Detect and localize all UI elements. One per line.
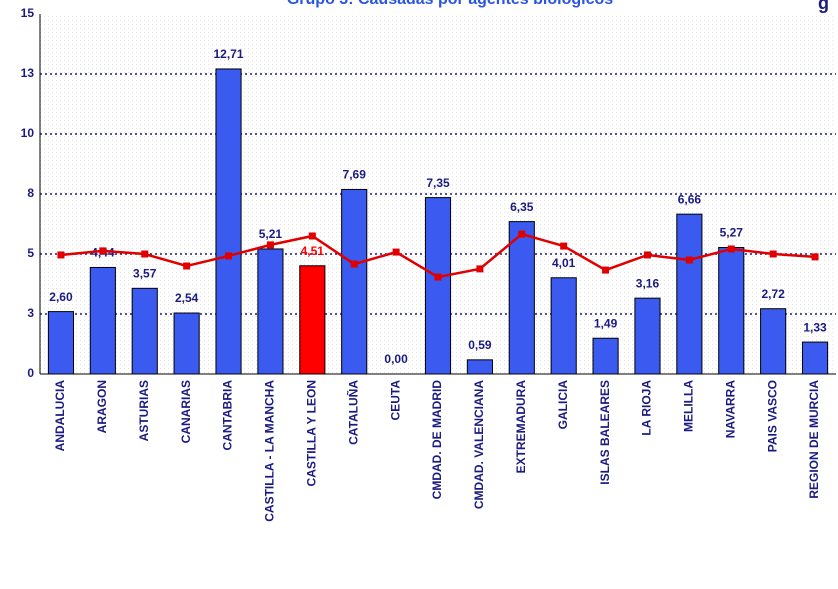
data-label: 0,59 [468,338,492,352]
data-label: 2,72 [761,287,785,301]
y-tick-label: 0 [27,366,34,380]
x-tick-label: CASTILLA Y LEON [304,380,318,486]
bar [760,308,787,375]
data-label: 4,51 [301,244,325,258]
line-marker [266,241,274,249]
x-tick-label: CANARIAS [179,380,193,443]
line-marker [518,230,526,238]
x-tick-label: CANTABRIA [221,380,235,451]
data-label: 1,49 [594,316,618,330]
x-tick-label: CMDAD. DE MADRID [430,380,444,500]
line-marker [602,266,610,274]
line-marker [308,232,316,240]
bar [676,213,703,375]
bar [341,188,368,375]
x-tick-label: CASTILLA - LA MANCHA [263,380,277,522]
data-label: 5,21 [259,227,283,241]
x-tick-label: ISLAS BALEARES [598,380,612,485]
data-label: 3,16 [636,276,660,290]
x-tick-label: EXTREMADURA [514,380,528,474]
line-marker [685,256,693,264]
line-marker [99,247,107,255]
x-tick-label: NAVARRA [723,380,737,439]
x-tick-label: ARAGON [95,380,109,433]
line-marker [350,260,358,268]
line-marker [183,262,191,270]
y-tick-label: 3 [27,306,34,320]
data-label: 2,54 [175,291,199,305]
bar [89,266,116,375]
annotation: g [818,0,829,13]
bar [466,359,493,375]
x-tick-label: CATALUÑA [345,380,360,445]
line-marker [643,251,651,259]
data-label: 5,27 [720,226,744,240]
bar [257,248,284,375]
data-label: 7,35 [426,176,450,190]
data-label: 12,71 [214,47,244,61]
data-label: 6,35 [510,200,534,214]
data-label: 7,69 [343,168,367,182]
line-marker [141,250,149,258]
bar [550,277,577,375]
line-marker [727,245,735,253]
line-marker [225,252,233,260]
line-marker [392,248,400,256]
data-label: 1,33 [803,320,827,334]
y-tick-label: 10 [21,126,35,140]
line-marker [57,251,65,259]
data-label: 0,00 [384,352,408,366]
y-tick-label: 13 [21,66,35,80]
x-tick-label: PAIS VASCO [765,380,779,452]
bar [47,311,75,375]
bar [634,297,661,375]
chart-title: Grupo 3: Causadas por agentes biológicos [287,0,613,8]
x-tick-label: CEUTA [388,380,402,421]
bar [131,287,158,375]
x-tick-label: ANDALUCIA [53,380,67,452]
bar [801,341,829,375]
bar [215,68,242,375]
data-label: 6,66 [678,192,702,206]
line-marker [434,273,442,281]
line-marker [769,250,777,258]
line-marker [811,253,819,261]
x-tick-label: GALICIA [556,380,570,430]
data-label: 3,57 [133,266,157,280]
x-tick-label: CMDAD. VALENCIANA [472,380,486,509]
line-marker [560,242,568,250]
bar [173,312,200,375]
y-tick-label: 8 [27,186,34,200]
bar [508,221,535,375]
x-tick-label: ASTURIAS [137,380,151,441]
x-tick-label: MELILLA [682,380,696,432]
y-tick-label: 5 [27,246,34,260]
line-marker [476,265,484,273]
data-label: 2,60 [49,290,73,304]
data-label: 4,01 [552,256,576,270]
bar [592,337,619,375]
bar [424,197,452,375]
bar [299,265,326,375]
y-tick-label: 15 [21,6,35,20]
x-tick-label: LA RIOJA [640,380,654,436]
bar [718,247,745,375]
x-tick-label: REGION DE MURCIA [807,380,821,499]
